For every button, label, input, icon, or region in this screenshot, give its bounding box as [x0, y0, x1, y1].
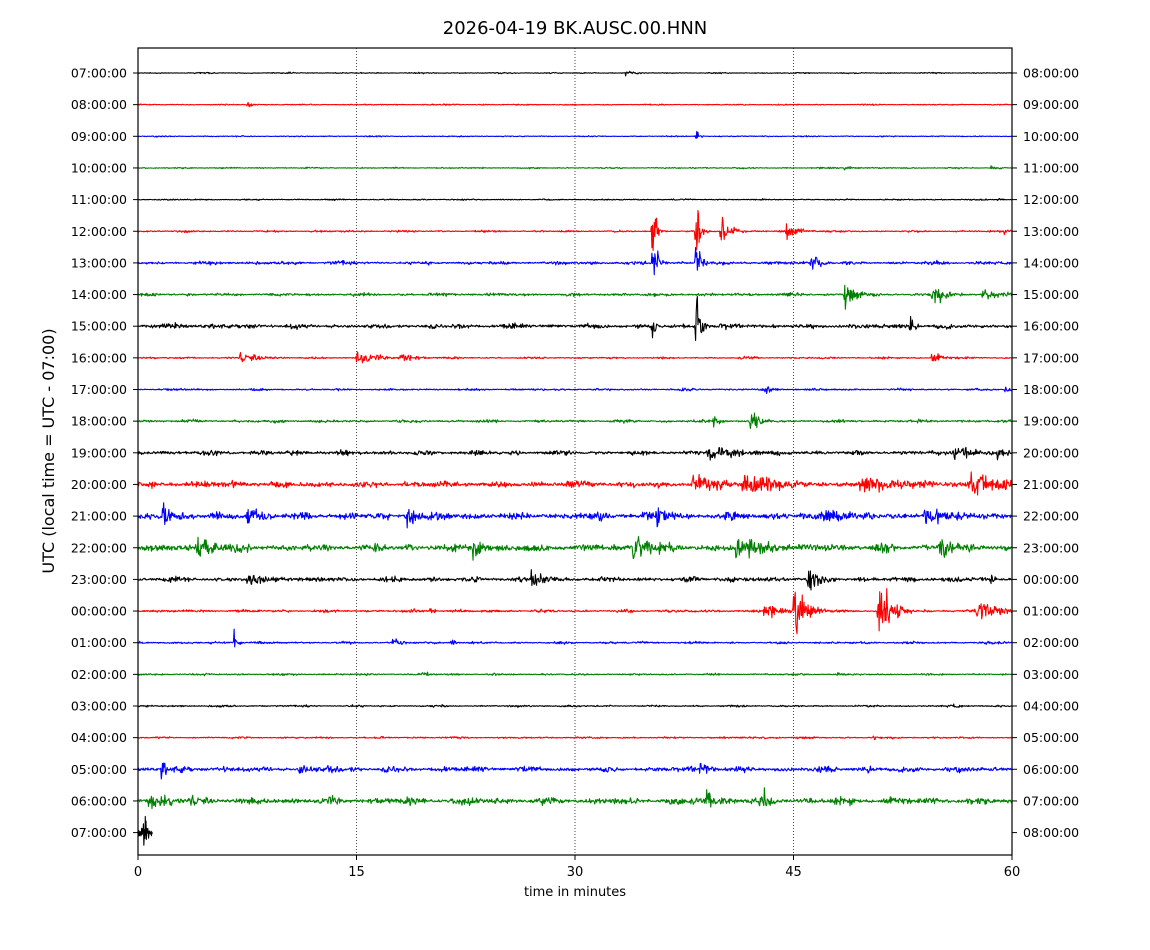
right-time-label: 19:00:00	[1023, 414, 1079, 429]
left-time-label: 17:00:00	[71, 382, 127, 397]
right-time-label: 01:00:00	[1023, 604, 1079, 619]
trace-row-11	[137, 386, 1013, 395]
left-time-label: 18:00:00	[71, 414, 127, 429]
trace-row-8	[137, 284, 1013, 310]
left-time-label: 02:00:00	[71, 667, 127, 682]
right-time-label: 04:00:00	[1023, 699, 1079, 714]
trace-row-3	[137, 130, 1013, 139]
left-time-label: 16:00:00	[71, 350, 127, 365]
left-time-label: 01:00:00	[71, 635, 127, 650]
right-time-label: 02:00:00	[1023, 635, 1079, 650]
left-time-label: 23:00:00	[71, 572, 127, 587]
right-time-label: 21:00:00	[1023, 477, 1079, 492]
left-time-label: 07:00:00	[71, 825, 127, 840]
left-time-label: 09:00:00	[71, 129, 127, 144]
right-time-label: 22:00:00	[1023, 509, 1079, 524]
left-time-label: 10:00:00	[71, 160, 127, 175]
trace-row-22	[137, 735, 1013, 741]
right-time-label: 16:00:00	[1023, 319, 1079, 334]
left-time-label: 11:00:00	[71, 192, 127, 207]
right-time-label: 09:00:00	[1023, 97, 1079, 112]
right-time-labels: 08:00:00 09:00:00 10:00:00 11:00:00 12:00:00…	[1012, 66, 1079, 840]
right-time-label: 13:00:00	[1023, 224, 1079, 239]
left-time-label: 14:00:00	[71, 287, 127, 302]
trace-row-17	[137, 569, 1013, 591]
left-time-label: 22:00:00	[71, 540, 127, 555]
x-tick-label: 60	[1004, 865, 1021, 880]
x-tick-label: 15	[348, 865, 365, 880]
right-time-label: 18:00:00	[1023, 382, 1079, 397]
trace-row-13	[137, 446, 1013, 461]
trace-row-4	[137, 165, 1013, 171]
right-time-label: 07:00:00	[1023, 793, 1079, 808]
left-time-labels: 07:00:00 08:00:00 09:00:00 10:00:00 11:00:00…	[71, 66, 138, 840]
left-time-label: 04:00:00	[71, 730, 127, 745]
left-time-label: 00:00:00	[71, 604, 127, 619]
y-axis-label: UTC (local time = UTC - 07:00)	[39, 328, 58, 573]
right-time-label: 10:00:00	[1023, 129, 1079, 144]
right-time-label: 06:00:00	[1023, 762, 1079, 777]
trace-row-20	[137, 671, 1013, 677]
seismic-traces	[137, 70, 1013, 846]
left-time-label: 05:00:00	[71, 762, 127, 777]
plot-frame	[137, 47, 1013, 856]
trace-row-25	[137, 815, 154, 846]
right-time-label: 00:00:00	[1023, 572, 1079, 587]
trace-row-19	[137, 628, 1013, 648]
right-time-label: 08:00:00	[1023, 66, 1079, 81]
x-axis-label: time in minutes	[524, 885, 626, 900]
left-time-label: 07:00:00	[71, 66, 127, 81]
trace-row-6	[137, 209, 1013, 251]
right-time-label: 20:00:00	[1023, 445, 1079, 460]
right-time-label: 08:00:00	[1023, 825, 1079, 840]
right-time-label: 12:00:00	[1023, 192, 1079, 207]
right-time-label: 23:00:00	[1023, 540, 1079, 555]
right-time-label: 11:00:00	[1023, 160, 1079, 175]
trace-row-14	[137, 471, 1013, 496]
x-axis-ticks: 0 15 30 45 60	[134, 855, 1020, 880]
x-tick-label: 30	[567, 865, 584, 880]
trace-row-15	[137, 502, 1013, 529]
trace-row-10	[137, 351, 1013, 364]
vertical-grid-lines	[356, 48, 794, 855]
trace-row-12	[137, 412, 1013, 429]
left-time-label: 13:00:00	[71, 255, 127, 270]
trace-row-1	[137, 70, 1013, 77]
right-time-label: 05:00:00	[1023, 730, 1079, 745]
trace-row-5	[137, 197, 1013, 202]
trace-row-23	[137, 762, 1013, 780]
x-tick-label: 0	[134, 865, 142, 880]
left-time-label: 12:00:00	[71, 224, 127, 239]
trace-row-9	[137, 295, 1013, 341]
left-time-label: 20:00:00	[71, 477, 127, 492]
trace-row-21	[137, 703, 1013, 708]
left-time-label: 03:00:00	[71, 699, 127, 714]
left-time-label: 21:00:00	[71, 509, 127, 524]
left-time-label: 06:00:00	[71, 793, 127, 808]
right-time-label: 03:00:00	[1023, 667, 1079, 682]
chart-title: 2026-04-19 BK.AUSC.00.HNN	[443, 18, 708, 39]
right-time-label: 14:00:00	[1023, 255, 1079, 270]
x-tick-label: 45	[785, 865, 802, 880]
trace-row-2	[137, 101, 1013, 108]
trace-row-16	[137, 536, 1013, 561]
left-time-label: 15:00:00	[71, 319, 127, 334]
right-time-label: 17:00:00	[1023, 350, 1079, 365]
trace-row-7	[137, 247, 1013, 276]
trace-row-24	[137, 787, 1013, 810]
left-time-label: 19:00:00	[71, 445, 127, 460]
trace-row-18	[137, 588, 1013, 635]
right-time-label: 15:00:00	[1023, 287, 1079, 302]
left-time-label: 08:00:00	[71, 97, 127, 112]
